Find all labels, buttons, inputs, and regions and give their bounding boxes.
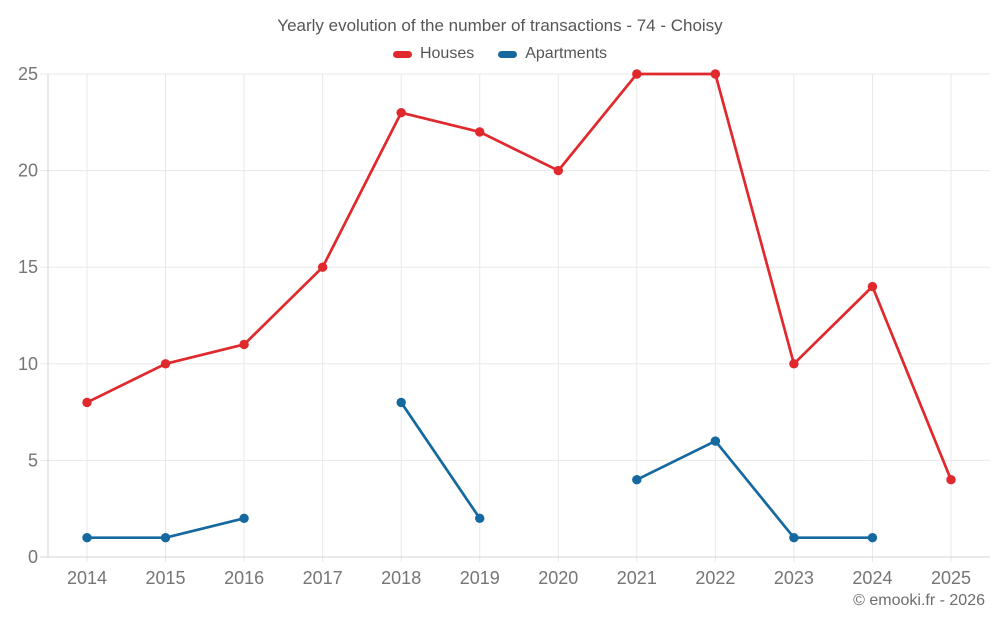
y-tick-label: 15 — [18, 257, 38, 277]
legend: Houses Apartments — [0, 45, 1000, 63]
data-point — [867, 281, 878, 292]
y-tick-label: 0 — [28, 547, 38, 567]
data-point — [160, 359, 171, 369]
series-houses — [82, 69, 956, 485]
x-axis-labels: 2014 2015 2016 2017 2018 2019 2020 2021 2022 2023… — [67, 568, 971, 588]
axes — [40, 74, 990, 558]
data-point — [632, 69, 642, 79]
series-apartments — [82, 397, 878, 543]
data-point — [160, 532, 171, 543]
houses-series-swatch-icon — [392, 50, 412, 58]
data-point — [475, 127, 485, 137]
data-point — [789, 359, 799, 369]
y-axis-labels: 0 5 10 15 20 25 — [18, 64, 38, 567]
data-point — [475, 513, 485, 524]
y-tick-label: 5 — [28, 450, 38, 470]
data-point — [553, 165, 563, 176]
data-point — [396, 107, 406, 118]
legend-item-apartments[interactable]: Apartments — [498, 45, 607, 63]
gridlines — [40, 73, 990, 562]
legend-label-apartments: Apartments — [525, 45, 608, 62]
x-tick-label: 2015 — [146, 568, 186, 588]
legend-item-houses[interactable]: Houses — [392, 45, 475, 63]
data-point — [317, 262, 328, 272]
x-tick-label: 2014 — [67, 568, 107, 588]
x-tick-label: 2018 — [381, 568, 421, 588]
legend-label-houses: Houses — [419, 45, 475, 62]
data-point — [239, 339, 249, 350]
x-tick-label: 2025 — [931, 568, 971, 588]
data-point — [710, 69, 721, 79]
x-tick-label: 2023 — [774, 568, 814, 588]
x-tick-label: 2017 — [303, 568, 343, 588]
data-point — [82, 397, 92, 408]
data-point — [632, 475, 642, 485]
x-tick-label: 2016 — [224, 568, 264, 588]
y-tick-label: 20 — [18, 161, 38, 181]
data-point — [396, 397, 406, 408]
data-point — [789, 532, 799, 543]
x-tick-label: 2020 — [538, 568, 578, 588]
y-tick-label: 10 — [18, 354, 38, 374]
chart-title: Yearly evolution of the number of transa… — [277, 16, 723, 35]
data-point — [710, 436, 721, 446]
x-tick-label: 2019 — [460, 568, 500, 588]
y-tick-label: 25 — [18, 64, 38, 84]
data-point — [946, 475, 956, 485]
data-point — [82, 532, 92, 543]
x-tick-label: 2022 — [695, 568, 735, 588]
copyright: © emooki.fr - 2026 — [853, 592, 985, 609]
data-point — [239, 513, 249, 524]
apartments-series-swatch-icon — [498, 50, 518, 58]
x-tick-label: 2024 — [852, 568, 892, 588]
x-tick-label: 2021 — [617, 568, 657, 588]
data-point — [867, 532, 878, 543]
